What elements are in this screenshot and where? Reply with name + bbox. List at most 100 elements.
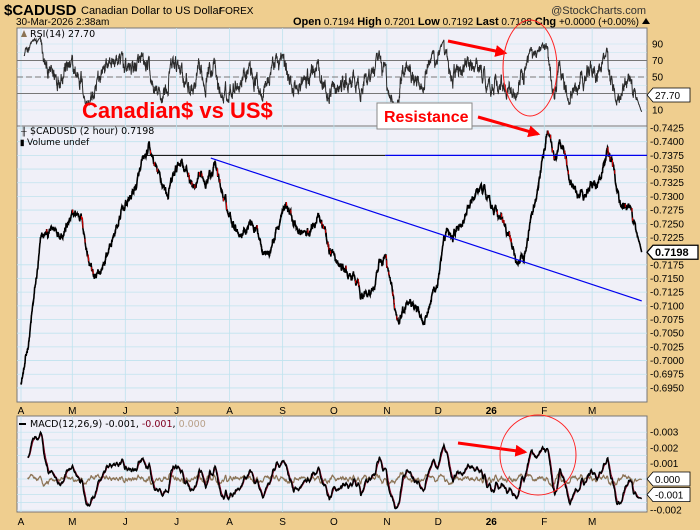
instrument-name: Canadian Dollar to US Dollar <box>81 5 223 17</box>
x-tick-label: S <box>279 517 286 528</box>
price-tick-label: -0.7325 <box>650 178 684 189</box>
rsi-legend-icon <box>21 30 27 37</box>
x-tick-label: 26 <box>486 517 498 528</box>
price-tick-label: -0.7125 <box>650 288 684 299</box>
rsi-arrow <box>447 39 508 57</box>
x-tick-label: J <box>123 517 128 528</box>
resistance-label-box <box>376 102 473 130</box>
macd-legend-label: MACD(12,26,9) <box>30 419 102 430</box>
macd-line <box>27 430 643 510</box>
datetime: 30-Mar-2026 2:38am <box>16 17 109 28</box>
x-tick-label: A <box>18 517 25 528</box>
volume-legend: Volume undef <box>27 138 90 148</box>
x-tick-label: J <box>123 406 128 417</box>
rsi-last-marker: 27.70 <box>655 91 680 102</box>
x-tick-label: M <box>588 406 596 417</box>
macd-highlight-circle <box>499 414 577 496</box>
macd-tick-label: -0.003 <box>650 428 679 439</box>
volume-legend-icon: ▮ <box>20 138 24 147</box>
exchange: FOREX <box>219 6 254 17</box>
x-tick-label: S <box>279 406 286 417</box>
macd-histogram-marker-box <box>646 471 691 487</box>
price-last-marker: 0.7198 <box>655 247 689 259</box>
low-label: Low <box>418 16 440 28</box>
x-tick-label: A <box>18 406 25 417</box>
x-tick-label: F <box>541 406 547 417</box>
price-tick-label: -0.6950 <box>650 383 684 394</box>
resistance-label: Resistance <box>384 109 469 126</box>
rsi-tick-label: 90 <box>652 40 664 51</box>
signal-legend-sep: , <box>173 419 176 430</box>
price-tick-label: -0.6975 <box>650 370 684 381</box>
macd-legend-icon <box>19 423 26 425</box>
low-value: 0.7192 <box>443 17 474 28</box>
macd-histogram-line <box>27 471 642 489</box>
price-legend: $CADUSD (2 hour) 0.7198 <box>30 126 154 137</box>
price-tick-label: -0.7425 <box>650 124 684 135</box>
price-tick-label: -0.7100 <box>650 301 684 312</box>
open-value: 0.7194 <box>324 17 355 28</box>
macd-panel <box>16 415 648 513</box>
annotation-title: Canadian$ vs US$ <box>82 98 273 123</box>
price-tick-label: -0.7375 <box>650 151 684 162</box>
price-tick-label: -0.7300 <box>650 192 684 203</box>
price-tick-label: -0.7150 <box>650 274 684 285</box>
macd-arrow <box>457 441 528 457</box>
price-tick-label: -0.7075 <box>650 315 684 326</box>
price-legend-icon: ╫ <box>20 126 27 137</box>
x-tick-label: 26 <box>486 406 498 417</box>
rsi-legend: RSI(14) 27.70 <box>30 29 95 40</box>
rsi-tick-label: 10 <box>652 106 664 117</box>
x-tick-label: F <box>541 517 547 528</box>
x-tick-label: N <box>383 517 390 528</box>
macd-plot <box>27 430 643 510</box>
x-tick-label: D <box>435 406 442 417</box>
x-tick-label: J <box>174 517 179 528</box>
price-tick-label: -0.7175 <box>650 260 684 271</box>
quote-summary: Open 0.7194 High 0.7201 Low 0.7192 Last … <box>293 16 639 28</box>
x-tick-label: M <box>588 517 596 528</box>
macd-tick-label: --0.002 <box>650 506 682 517</box>
x-tick-label: D <box>435 517 442 528</box>
price-tick-label: -0.7275 <box>650 206 684 217</box>
last-label: Last <box>476 16 499 28</box>
macd-legend: MACD(12,26,9) -0.001, -0.001, 0.000 <box>30 419 206 430</box>
price-tick-label: -0.7000 <box>650 356 684 367</box>
chart-header: $CADUSD Canadian Dollar to US Dollar FOR… <box>4 2 650 28</box>
price-line <box>20 130 643 385</box>
downtrend-line <box>210 157 642 302</box>
x-tick-label: O <box>330 406 338 417</box>
chg-value: +0.0000 (+0.00%) <box>559 17 639 28</box>
x-tick-label: A <box>226 517 233 528</box>
last-value: 0.7198 <box>501 17 532 28</box>
axes: A A M M J J J J A A S S O O N N D D 26 26 F F M M -0.7425 -0.7400… <box>18 40 699 528</box>
macd-last-marker: -0.001 <box>655 491 684 502</box>
high-value: 0.7201 <box>384 17 415 28</box>
price-tick-label: -0.7225 <box>650 233 684 244</box>
macd-tick-label: -0.001 <box>650 459 679 470</box>
price-last-marker-box <box>646 244 699 260</box>
rsi-last-marker-box <box>646 87 691 103</box>
resistance-arrow <box>477 115 541 138</box>
triangle-up-icon <box>642 18 650 24</box>
x-tick-label: M <box>68 517 76 528</box>
high-label: High <box>357 16 382 28</box>
macd-tick-label: -0.002 <box>650 443 679 454</box>
brand-logo: @StockCharts.com <box>551 5 646 17</box>
rsi-plot <box>23 36 643 113</box>
price-tick-label: -0.7025 <box>650 342 684 353</box>
chg-label: Chg <box>535 16 556 28</box>
price-tick-label: -0.7050 <box>650 329 684 340</box>
price-tick-label: -0.7400 <box>650 137 684 148</box>
macd-legend-value: -0.001 <box>105 419 136 430</box>
rsi-highlight-circle <box>502 19 558 117</box>
histogram-legend-value: 0.000 <box>179 419 206 430</box>
symbol: $CADUSD <box>4 2 77 19</box>
price-tick-label: -0.7350 <box>650 165 684 176</box>
x-tick-label: N <box>383 406 390 417</box>
down-bars <box>46 130 634 320</box>
price-panel <box>16 125 648 403</box>
x-tick-label: A <box>226 406 233 417</box>
x-tick-label: O <box>330 517 338 528</box>
macd-histogram-marker: 0.000 <box>655 475 680 486</box>
